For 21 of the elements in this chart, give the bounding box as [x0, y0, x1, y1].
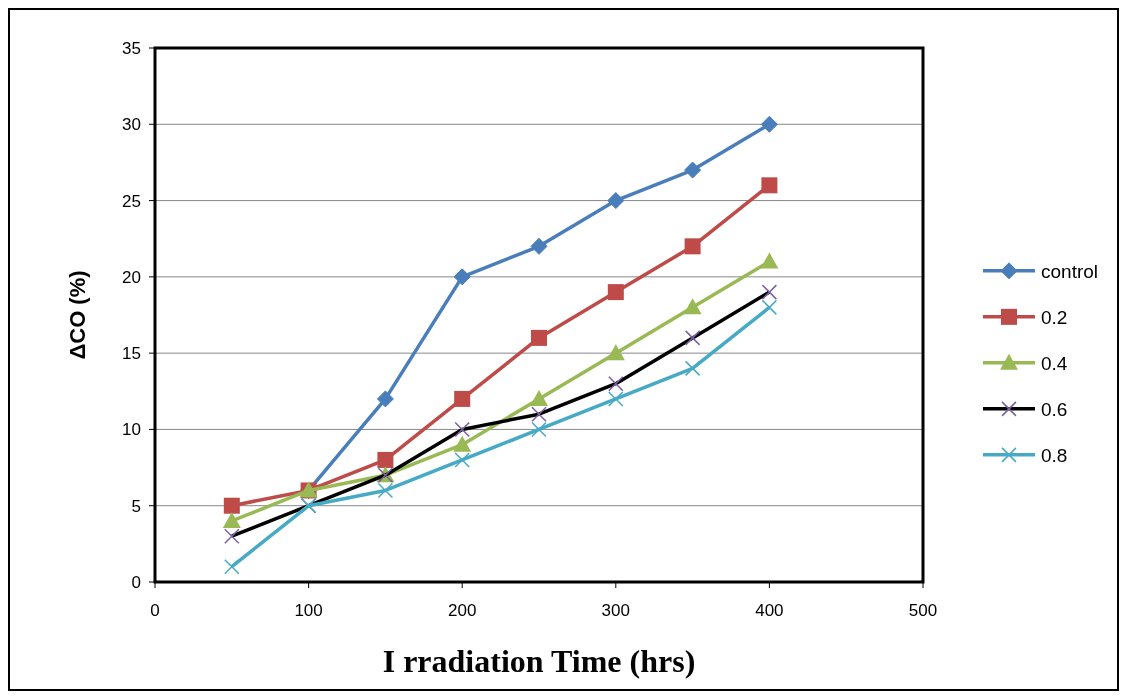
x-tick-label: 0 — [150, 601, 160, 620]
y-tick-label: 0 — [131, 572, 141, 592]
legend-label: 0.8 — [1041, 444, 1068, 466]
y-tick-label: 20 — [122, 267, 141, 287]
x-tick-label: 500 — [908, 601, 938, 620]
x-tick-label: 300 — [601, 601, 630, 620]
legend-label: control — [1041, 260, 1099, 282]
legend-label: 0.4 — [1041, 352, 1068, 374]
x-tick-label: 100 — [294, 601, 323, 620]
x-tick-label: 400 — [755, 601, 784, 620]
x-tick-label: 200 — [448, 601, 477, 620]
y-tick-label: 15 — [122, 344, 141, 364]
y-tick-label: 10 — [122, 420, 141, 440]
y-tick-label: 35 — [122, 38, 141, 58]
y-tick-label: 5 — [131, 496, 141, 516]
y-axis-title: ΔCO (%) — [65, 270, 90, 360]
legend-label: 0.2 — [1041, 306, 1068, 328]
legend-label: 0.6 — [1041, 398, 1068, 420]
y-tick-label: 30 — [122, 115, 141, 135]
y-tick-label: 25 — [122, 191, 141, 211]
x-axis-title: I rradiation Time (hrs) — [382, 643, 696, 679]
